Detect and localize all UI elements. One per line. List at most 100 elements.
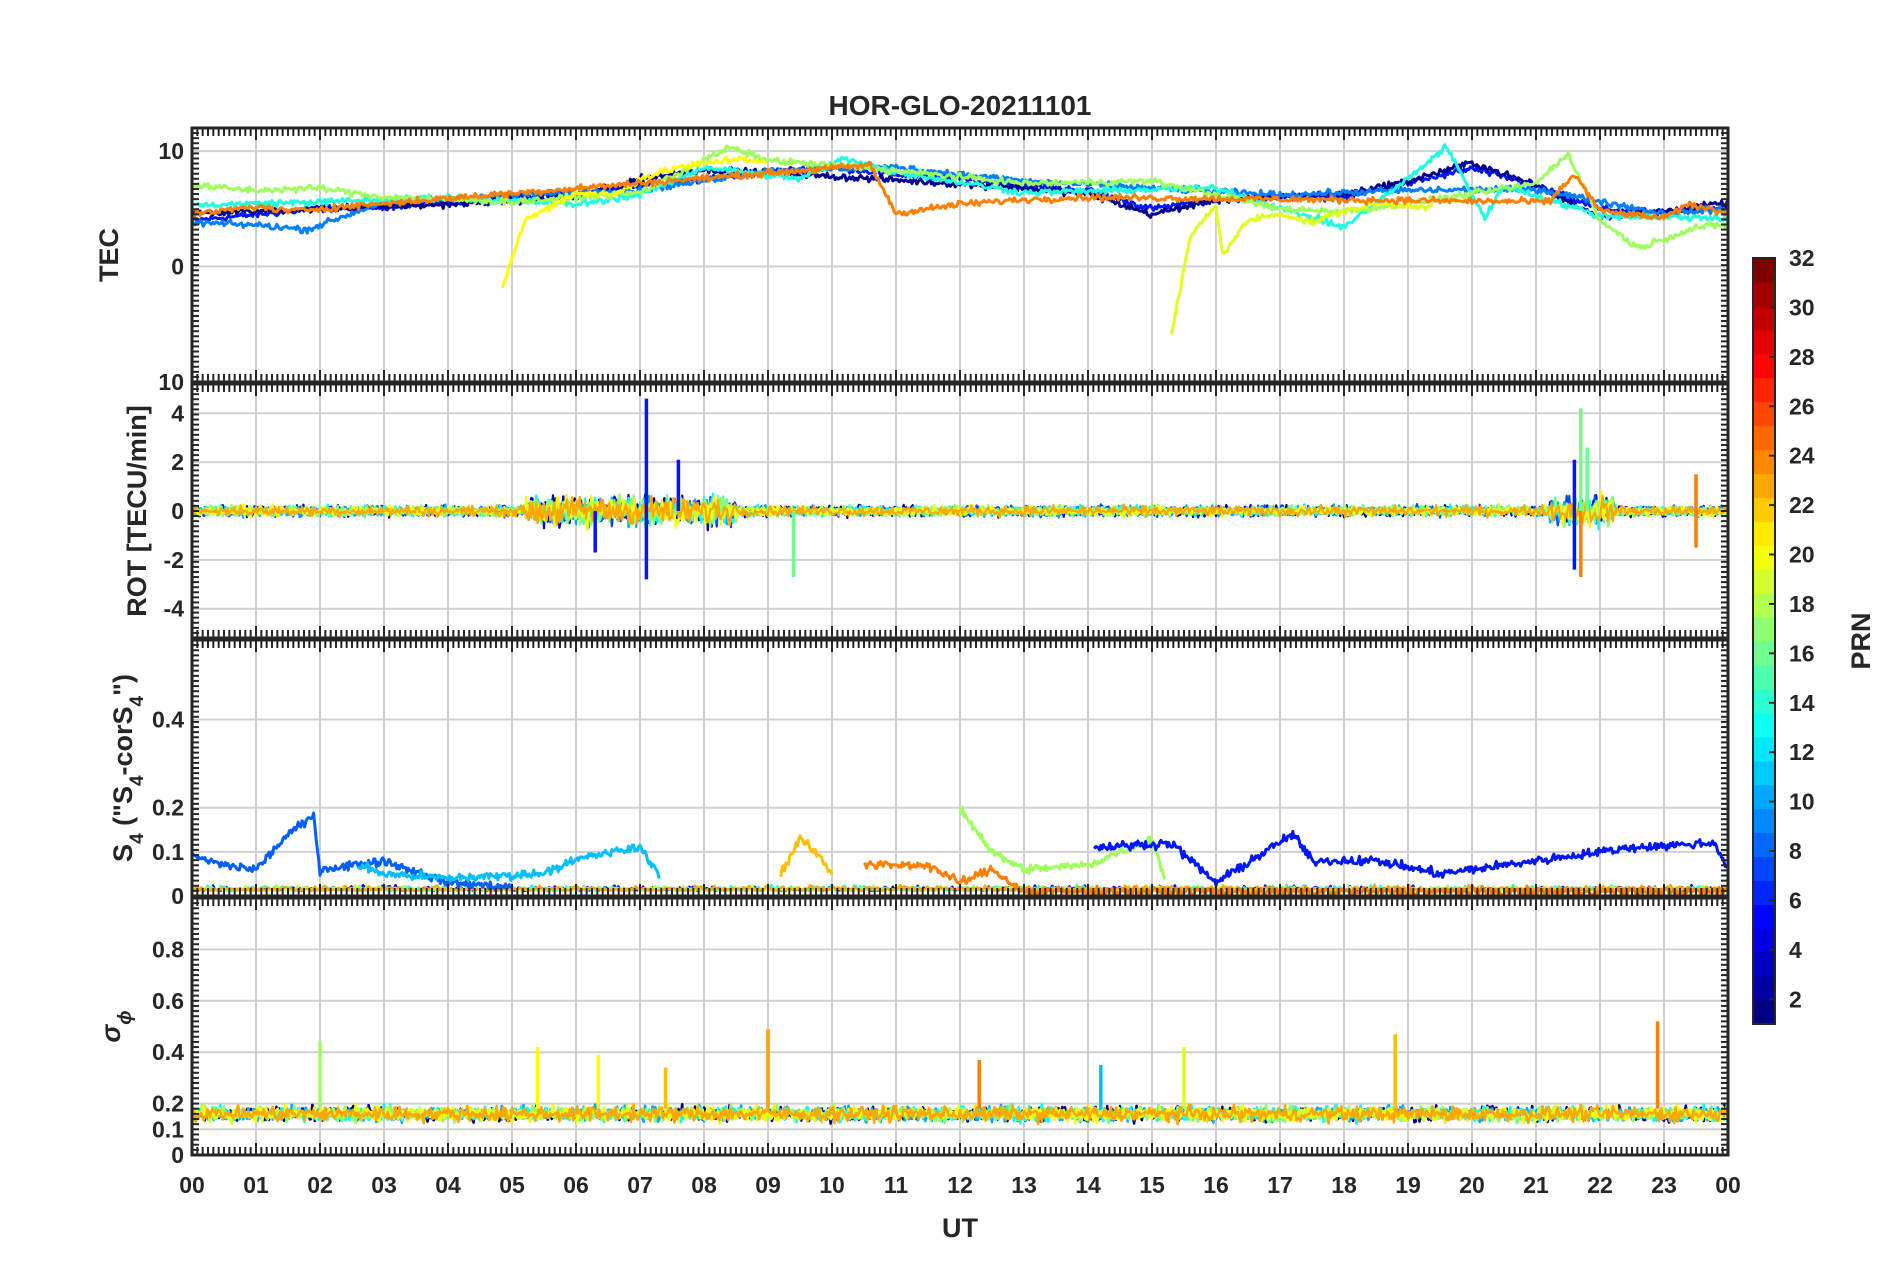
y-axis-label: S4 ("S4-corS4") <box>108 674 148 862</box>
x-tick-label: 00 <box>1715 1172 1741 1198</box>
x-tick-label: 22 <box>1587 1172 1613 1198</box>
x-tick-label: 23 <box>1651 1172 1677 1198</box>
series-group <box>192 1021 1728 1126</box>
colorbar-segment <box>1753 305 1775 331</box>
colorbar-segment <box>1753 353 1775 379</box>
colorbar-segment <box>1753 521 1775 546</box>
axes-frame <box>190 638 1730 898</box>
x-tick-label: 00 <box>179 1172 205 1198</box>
colorbar-tick-label: 2 <box>1789 986 1802 1012</box>
colorbar-segment <box>1753 617 1775 642</box>
panel-tec: 10 0 10 TEC <box>94 126 1730 395</box>
tec-series-prn-1 <box>192 160 1728 222</box>
colorbar-segment <box>1753 258 1775 283</box>
s4-series-prn-12 <box>357 843 661 883</box>
colorbar-segment <box>1753 545 1775 570</box>
colorbar-segment <box>1753 976 1775 1001</box>
axes-frame <box>190 896 1730 1157</box>
tec-series-prn-19 <box>1169 200 1434 335</box>
y-tick-label: 0 <box>171 883 184 909</box>
rot-series-prn-23 <box>192 494 1728 527</box>
colorbar-segment <box>1753 329 1775 355</box>
colorbar-tick-label: 14 <box>1789 690 1815 716</box>
colorbar-segment <box>1753 904 1775 929</box>
colorbar-segment <box>1753 664 1775 690</box>
x-tick-label: 02 <box>307 1172 333 1198</box>
x-tick-label: 03 <box>371 1172 397 1198</box>
x-tick-label: 12 <box>947 1172 973 1198</box>
y-tick-label: 0.4 <box>152 1039 184 1065</box>
x-tick-label: 14 <box>1075 1172 1101 1198</box>
x-tick-label: 10 <box>819 1172 845 1198</box>
y-tick-label: 0.4 <box>152 706 184 732</box>
x-tick-label: 01 <box>243 1172 269 1198</box>
y-tick-label: 10 <box>158 138 184 164</box>
y-tick-label: 0 <box>171 498 184 524</box>
y-tick-label: -4 <box>164 596 185 622</box>
grid <box>192 640 1728 896</box>
colorbar-segment <box>1753 569 1775 594</box>
s4-series-prn-9 <box>192 811 513 892</box>
chart-title: HOR-GLO-20211101 <box>828 90 1091 121</box>
colorbar-segment <box>1753 808 1775 834</box>
colorbar-segment <box>1753 401 1775 427</box>
y-axis-label: ROT [TECU/min] <box>122 405 152 616</box>
colorbar-segment <box>1753 712 1775 738</box>
colorbar-segment <box>1753 832 1775 858</box>
y-tick-label: 0.1 <box>152 839 184 865</box>
colorbar-tick-label: 32 <box>1789 245 1815 271</box>
colorbar-tick-label: 8 <box>1789 838 1802 864</box>
colorbar-segment <box>1753 425 1775 451</box>
colorbar-segment <box>1753 856 1775 881</box>
axes-frame <box>190 382 1730 640</box>
colorbar-segment <box>1753 281 1775 307</box>
colorbar-tick-label: 22 <box>1789 492 1815 518</box>
colorbar-tick-label: 12 <box>1789 739 1815 765</box>
colorbar-segment <box>1753 1000 1775 1025</box>
colorbar-tick-label: 16 <box>1789 640 1815 666</box>
colorbar-frame <box>1752 257 1776 1025</box>
colorbar-segment <box>1753 784 1775 810</box>
panel-rot: 4 2 0 -2 -4 ROT [TECU/min] <box>122 382 1730 640</box>
x-axis-label: UT <box>942 1213 978 1243</box>
colorbar-segment <box>1753 473 1775 498</box>
colorbar-segment <box>1753 736 1775 762</box>
colorbar-tick-label: 10 <box>1789 789 1815 815</box>
colorbar-segment <box>1753 928 1775 953</box>
s4-series-prn-22 <box>779 834 834 878</box>
colorbar-segment <box>1753 760 1775 786</box>
x-tick-label: 18 <box>1331 1172 1357 1198</box>
x-tick-label: 17 <box>1267 1172 1293 1198</box>
x-tick-label: 04 <box>435 1172 461 1198</box>
y-tick-label: 2 <box>171 449 184 475</box>
colorbar-segment <box>1753 880 1775 905</box>
colorbar-tick-label: 26 <box>1789 393 1815 419</box>
y-tick-label: 0.6 <box>152 988 184 1014</box>
series-group <box>192 398 1728 580</box>
colorbar-tick-label: 24 <box>1789 443 1815 469</box>
y-tick-label: 0 <box>171 254 184 280</box>
x-tick-label: 07 <box>627 1172 653 1198</box>
x-tick-label: 06 <box>563 1172 589 1198</box>
y-axis-label: TEC <box>94 228 124 282</box>
colorbar-tick-label: 18 <box>1789 591 1815 617</box>
colorbar-label: PRN <box>1846 612 1876 669</box>
colorbar-segment <box>1753 497 1775 522</box>
sigma-series-prn-23 <box>192 1103 1728 1126</box>
colorbar-tick-label: 4 <box>1789 937 1802 963</box>
y-tick-label: 0.8 <box>152 936 184 962</box>
y-tick-label: 0 <box>171 1142 184 1168</box>
y-tick-label: 4 <box>171 400 184 426</box>
series-group <box>192 143 1728 335</box>
tec-series-prn-23 <box>192 160 1728 221</box>
s4-series-prn-3 <box>1093 829 1728 888</box>
x-tick-label: 20 <box>1459 1172 1485 1198</box>
grid <box>192 898 1728 1155</box>
axes-frame <box>190 126 1730 384</box>
x-tick-label: 15 <box>1139 1172 1165 1198</box>
colorbar-tick-label: 20 <box>1789 542 1815 568</box>
colorbar-segment <box>1753 688 1775 714</box>
